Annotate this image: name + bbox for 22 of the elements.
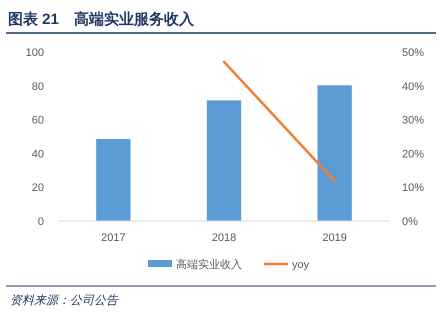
bar	[318, 85, 352, 221]
y2-tick-label: 30%	[402, 114, 424, 127]
y-tick-label: 100	[26, 47, 44, 59]
y-tick-label: 80	[32, 80, 44, 93]
y2-tick-label: 10%	[402, 182, 424, 194]
text: 资料来源：公司公告	[10, 293, 119, 307]
legend-label: yoy	[292, 259, 310, 271]
legend-label: 高端实业收入	[176, 258, 242, 271]
y2-tick-label: 40%	[402, 80, 424, 93]
y-tick-label: 0	[38, 216, 44, 228]
x-tick-label: 2019	[322, 232, 347, 244]
bar	[96, 139, 130, 221]
y-tick-label: 60	[32, 114, 44, 127]
x-tick-label: 2017	[101, 232, 126, 244]
y2-tick-label: 20%	[402, 148, 424, 160]
y2-tick-label: 50%	[402, 47, 424, 59]
y-tick-label: 40	[32, 148, 44, 160]
bar	[206, 100, 242, 221]
x-tick-label: 2018	[212, 232, 236, 244]
chart-title: 图表 21 高端实业服务收入	[8, 10, 195, 28]
y-tick-label: 20	[32, 182, 44, 194]
y2-tick-label: 0%	[402, 216, 418, 228]
